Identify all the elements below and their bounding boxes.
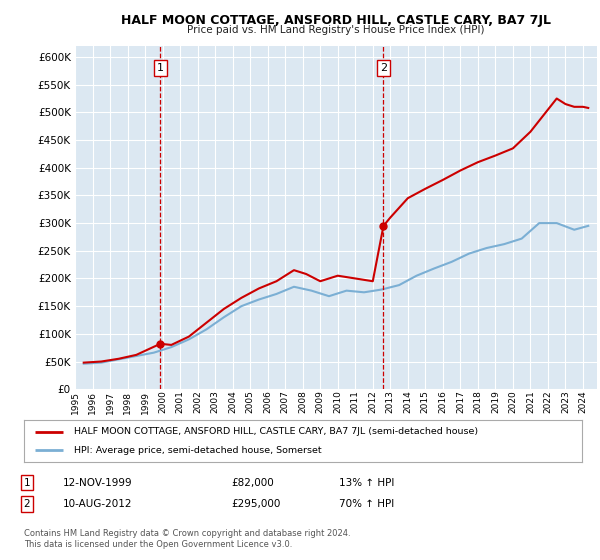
Text: 1: 1 — [157, 63, 164, 73]
Text: 1: 1 — [23, 478, 31, 488]
Text: HPI: Average price, semi-detached house, Somerset: HPI: Average price, semi-detached house,… — [74, 446, 322, 455]
Text: 70% ↑ HPI: 70% ↑ HPI — [339, 499, 394, 509]
Text: £295,000: £295,000 — [231, 499, 280, 509]
Text: HALF MOON COTTAGE, ANSFORD HILL, CASTLE CARY, BA7 7JL: HALF MOON COTTAGE, ANSFORD HILL, CASTLE … — [121, 14, 551, 27]
Text: Contains HM Land Registry data © Crown copyright and database right 2024.
This d: Contains HM Land Registry data © Crown c… — [24, 529, 350, 549]
Text: 10-AUG-2012: 10-AUG-2012 — [63, 499, 133, 509]
Text: 12-NOV-1999: 12-NOV-1999 — [63, 478, 133, 488]
Text: £82,000: £82,000 — [231, 478, 274, 488]
Text: HALF MOON COTTAGE, ANSFORD HILL, CASTLE CARY, BA7 7JL (semi-detached house): HALF MOON COTTAGE, ANSFORD HILL, CASTLE … — [74, 427, 478, 436]
Text: Price paid vs. HM Land Registry's House Price Index (HPI): Price paid vs. HM Land Registry's House … — [187, 25, 485, 35]
Text: 2: 2 — [23, 499, 31, 509]
Text: 2: 2 — [380, 63, 387, 73]
Text: 13% ↑ HPI: 13% ↑ HPI — [339, 478, 394, 488]
